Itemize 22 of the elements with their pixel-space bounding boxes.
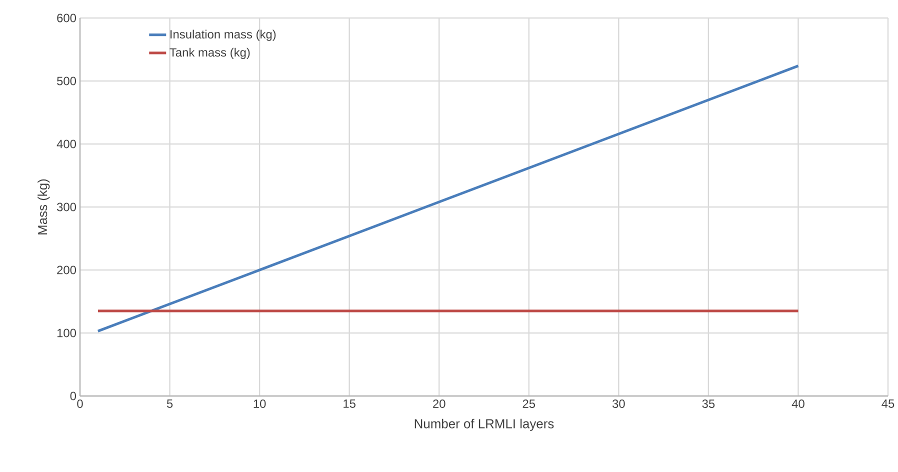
y-tick-label: 500 (57, 76, 76, 86)
y-tick-label: 300 (56, 202, 76, 212)
y-tick-label: 600 (57, 14, 76, 22)
y-tick-label: 200 (57, 266, 76, 274)
x-tick-label: 45 (882, 400, 894, 408)
x-tick-label: 15 (344, 400, 356, 408)
x-tick-label: 20 (433, 400, 446, 408)
legend-label: Insulation mass (kg) (170, 30, 276, 41)
y-tick-label: 0 (70, 392, 76, 400)
x-tick-label: 5 (166, 400, 173, 408)
line-series (96, 64, 800, 332)
x-axis-title: Number of LRMLI layers (414, 418, 554, 431)
x-tick-label: 10 (254, 400, 266, 408)
y-axis-title: Mass (kg) (38, 179, 50, 234)
x-tick-label: 35 (702, 400, 715, 408)
x-tick-label: 30 (612, 400, 625, 408)
x-tick-label: 25 (522, 400, 536, 408)
x-tick-label: 40 (792, 400, 804, 408)
x-tick-label: 0 (77, 400, 83, 408)
legend-label: Tank mass (kg) (170, 48, 250, 60)
y-tick-label: 400 (56, 140, 76, 148)
y-tick-label: 100 (57, 328, 76, 338)
